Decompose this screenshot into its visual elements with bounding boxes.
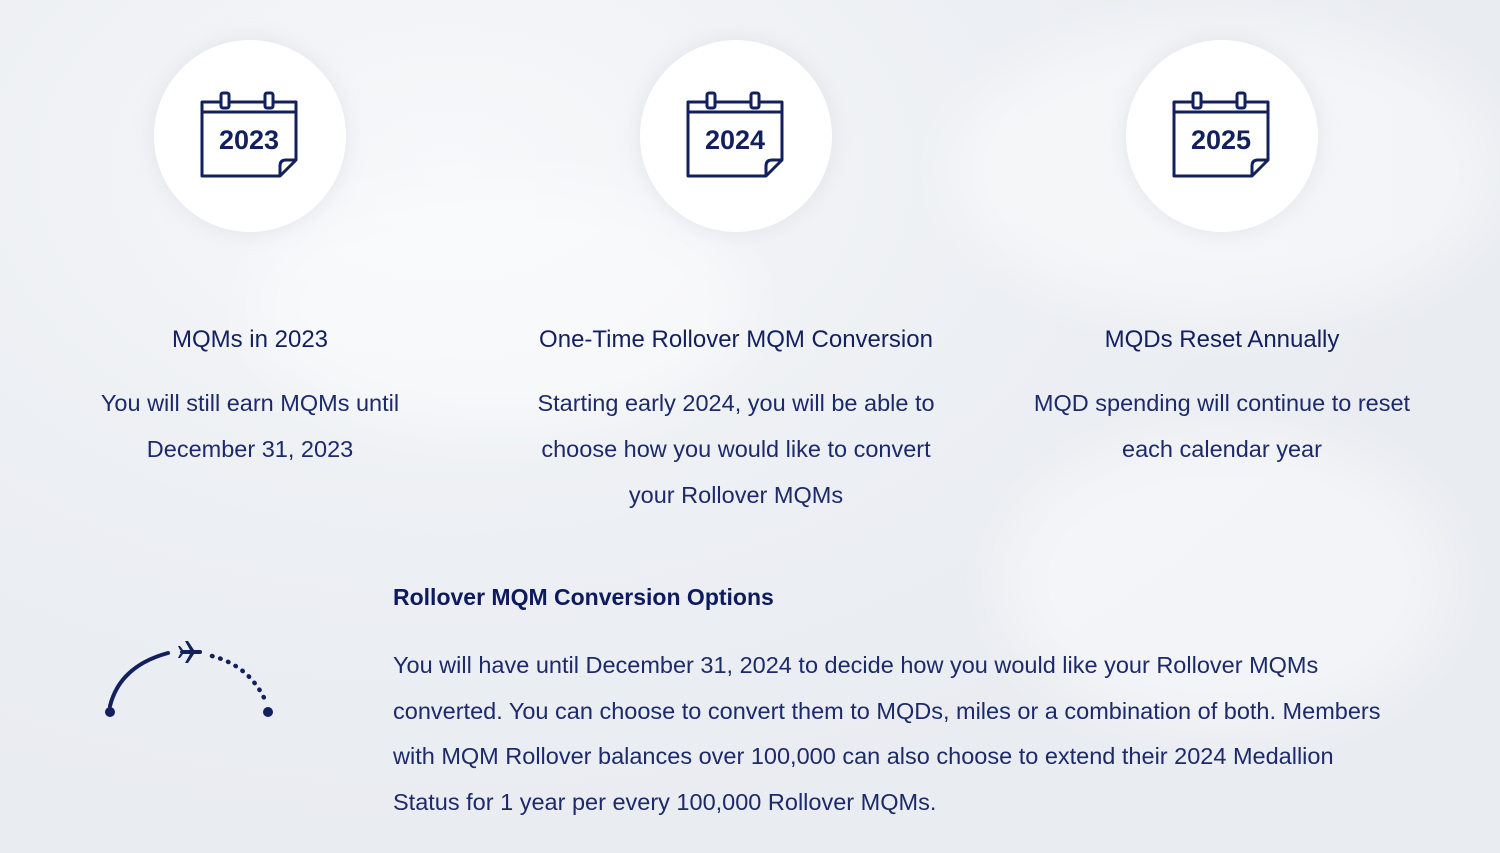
feature-text-line: choose how you would like to convert — [541, 436, 931, 462]
icon-circle: 2024 — [640, 40, 832, 232]
feature-body: You will still earn MQMs until December 3… — [20, 380, 480, 472]
feature-body: MQD spending will continue to reset each … — [992, 380, 1452, 472]
feature-text-line: your Rollover MQMs — [628, 482, 844, 508]
options-text-line: converted. You can choose to convert the… — [393, 697, 1381, 724]
cloud-decoration — [250, 180, 750, 430]
feature-title: One-Time Rollover MQM Conversion — [539, 326, 933, 353]
cloud-decoration — [1000, 430, 1450, 730]
feature-text-line: Starting early 2024, you will be able to — [537, 390, 935, 416]
feature-text-line: You will still earn MQMs until — [100, 390, 400, 416]
feature-text-line: December 31, 2023 — [146, 436, 354, 462]
flight-path-icon — [105, 641, 273, 717]
feature-title: MQMs in 2023 — [171, 326, 329, 353]
options-text-line: with MQM Rollover balances over 100,000 … — [393, 743, 1334, 769]
icon-circle: 2025 — [1126, 40, 1318, 232]
feature-text-line: each calendar year — [1122, 436, 1322, 462]
calendar-year: 2025 — [1191, 125, 1251, 155]
options-text-line: Status for 1 year per every 100,000 Roll… — [393, 788, 937, 815]
feature-title: MQDs Reset Annually — [1104, 326, 1340, 353]
feature-body: Starting early 2024, you will be able to… — [506, 380, 966, 518]
calendar-year: 2024 — [705, 125, 765, 155]
calendar-year: 2023 — [219, 125, 279, 155]
icon-circle: 2023 — [154, 40, 346, 232]
options-title: Rollover MQM Conversion Options — [393, 584, 774, 610]
options-text-line: You will have until December 31, 2024 to… — [393, 652, 1319, 678]
feature-text-line: MQD spending will continue to reset — [1033, 390, 1411, 416]
calendar-icon: 2024 — [686, 91, 784, 178]
options-text: You will have until December 31, 2024 to… — [393, 643, 1463, 825]
calendar-icon: 2023 — [200, 91, 298, 178]
calendar-icon: 2025 — [1172, 91, 1270, 178]
